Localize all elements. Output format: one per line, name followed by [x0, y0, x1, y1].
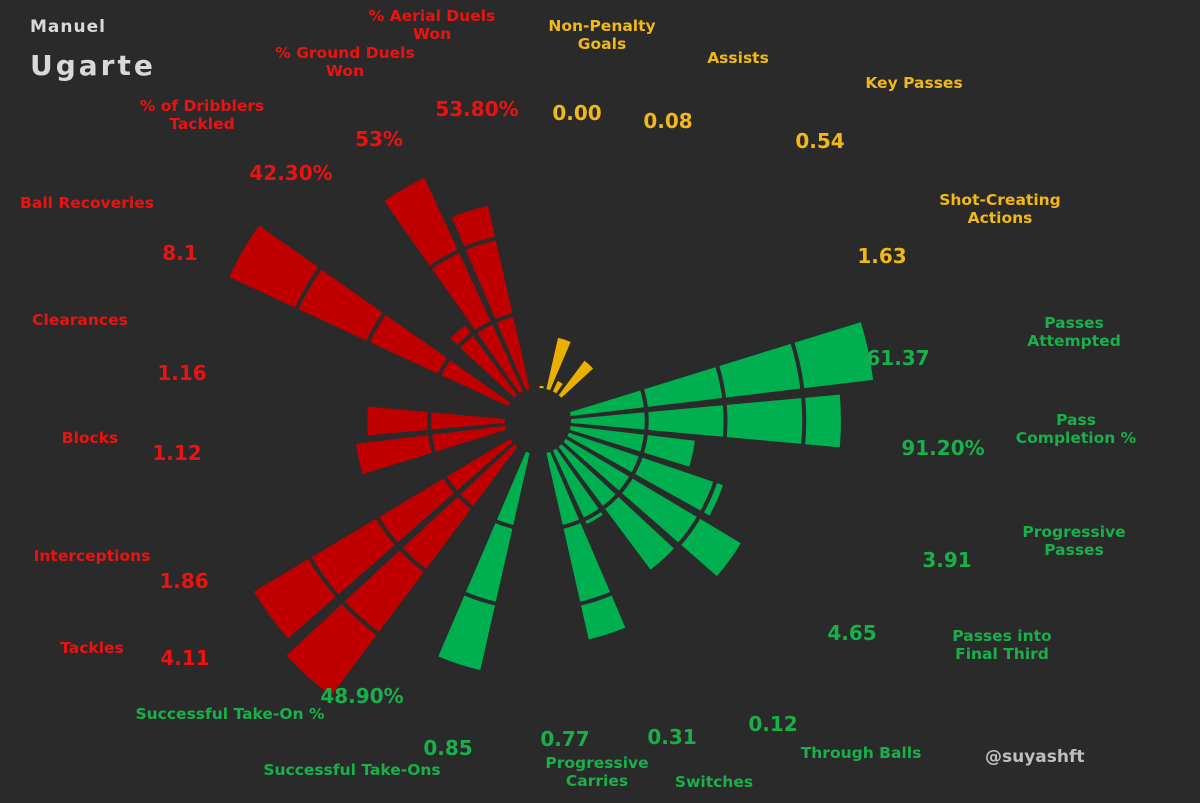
chart-center — [505, 388, 571, 454]
ring-divider — [631, 455, 643, 476]
ring-divider — [582, 508, 602, 522]
metric-value-successful-take-on: 48.90% — [320, 684, 404, 708]
metric-value-tackles: 4.11 — [160, 646, 210, 670]
metric-label-of-dribblers-tackled: % of Dribblers Tackled — [139, 97, 265, 133]
ring-divider — [428, 433, 437, 454]
metric-value-key-passes: 0.54 — [795, 129, 845, 153]
metric-value-interceptions: 1.86 — [159, 569, 209, 593]
ring-divider — [294, 266, 323, 311]
metric-value-aerial-duels-won: 53.80% — [435, 97, 519, 121]
metric-value-ball-recoveries: 8.1 — [162, 241, 198, 265]
ring-divider — [639, 433, 648, 454]
metric-value-passes-into-final-third: 4.65 — [827, 621, 877, 645]
metric-label-progressive-passes: Progressive Passes — [1022, 523, 1126, 559]
ring-divider — [801, 396, 807, 446]
metric-value-clearances: 1.16 — [157, 361, 207, 385]
player-first-name: Manuel — [30, 17, 106, 37]
metric-label-pass-completion: Pass Completion % — [1015, 411, 1137, 447]
metric-label-interceptions: Interceptions — [33, 547, 151, 565]
metric-value-shot-creating-actions: 1.63 — [857, 244, 907, 268]
metric-label-passes-attempted: Passes Attempted — [1027, 314, 1121, 350]
ring-divider — [639, 388, 648, 409]
metric-label-switches: Switches — [674, 773, 754, 791]
ring-divider — [442, 475, 458, 494]
metric-label-successful-take-on: Successful Take-On % — [135, 705, 325, 723]
metric-label-aerial-duels-won: % Aerial Duels Won — [368, 7, 496, 43]
metric-value-passes-attempted: 61.37 — [866, 346, 930, 370]
metric-label-shot-creating-actions: Shot-Creating Actions — [939, 191, 1061, 227]
metric-value-pass-completion: 91.20% — [901, 436, 985, 460]
ring-divider — [341, 600, 380, 636]
ring-divider — [790, 341, 805, 390]
metric-value-non-penalty-goals: 0.00 — [552, 101, 602, 125]
metric-value-switches: 0.31 — [647, 725, 697, 749]
ring-divider — [677, 515, 701, 546]
ring-divider — [494, 519, 515, 529]
metric-label-ground-duels-won: % Ground Duels Won — [275, 44, 415, 80]
metric-label-assists: Assists — [707, 49, 769, 67]
ring-divider — [618, 475, 634, 494]
ring-divider — [428, 248, 461, 270]
ring-divider — [601, 493, 620, 510]
metric-label-clearances: Clearances — [32, 311, 128, 329]
metric-label-passes-into-final-third: Passes into Final Third — [952, 627, 1052, 663]
metric-label-tackles: Tackles — [60, 639, 124, 657]
metric-value-of-dribblers-tackled: 42.30% — [249, 161, 333, 185]
ring-divider — [307, 556, 340, 598]
metric-label-non-penalty-goals: Non-Penalty Goals — [548, 17, 656, 53]
metric-value-progressive-passes: 3.91 — [922, 548, 972, 572]
metric-value-assists: 0.08 — [643, 109, 693, 133]
ring-divider — [494, 313, 515, 323]
metric-label-through-balls: Through Balls — [800, 744, 922, 762]
ring-divider — [463, 236, 497, 251]
metric-label-ball-recoveries: Ball Recoveries — [20, 194, 154, 212]
metric-label-progressive-carries: Progressive Carries — [545, 754, 649, 790]
ring-divider — [437, 357, 451, 377]
ring-divider — [365, 311, 387, 344]
author-credit: @suyashft — [985, 747, 1085, 767]
ring-divider — [722, 403, 728, 439]
ring-divider — [715, 364, 727, 400]
ring-divider — [398, 547, 427, 573]
ring-divider — [456, 332, 475, 349]
player-last-name: Ugarte — [30, 49, 156, 82]
metric-label-key-passes: Key Passes — [865, 74, 963, 92]
ring-divider — [463, 591, 497, 606]
ring-divider — [456, 493, 475, 510]
metric-value-ground-duels-won: 53% — [355, 127, 403, 151]
metric-label-blocks: Blocks — [61, 429, 119, 447]
ring-divider — [561, 519, 582, 529]
metric-label-successful-take-ons: Successful Take-Ons — [263, 761, 441, 779]
ring-divider — [474, 320, 494, 334]
ring-divider — [579, 591, 613, 606]
metric-value-blocks: 1.12 — [152, 441, 202, 465]
metric-value-successful-take-ons: 0.85 — [423, 736, 473, 760]
metric-value-through-balls: 0.12 — [748, 712, 798, 736]
ring-divider — [699, 480, 718, 514]
metric-value-progressive-carries: 0.77 — [540, 727, 590, 751]
ring-divider — [375, 515, 399, 546]
